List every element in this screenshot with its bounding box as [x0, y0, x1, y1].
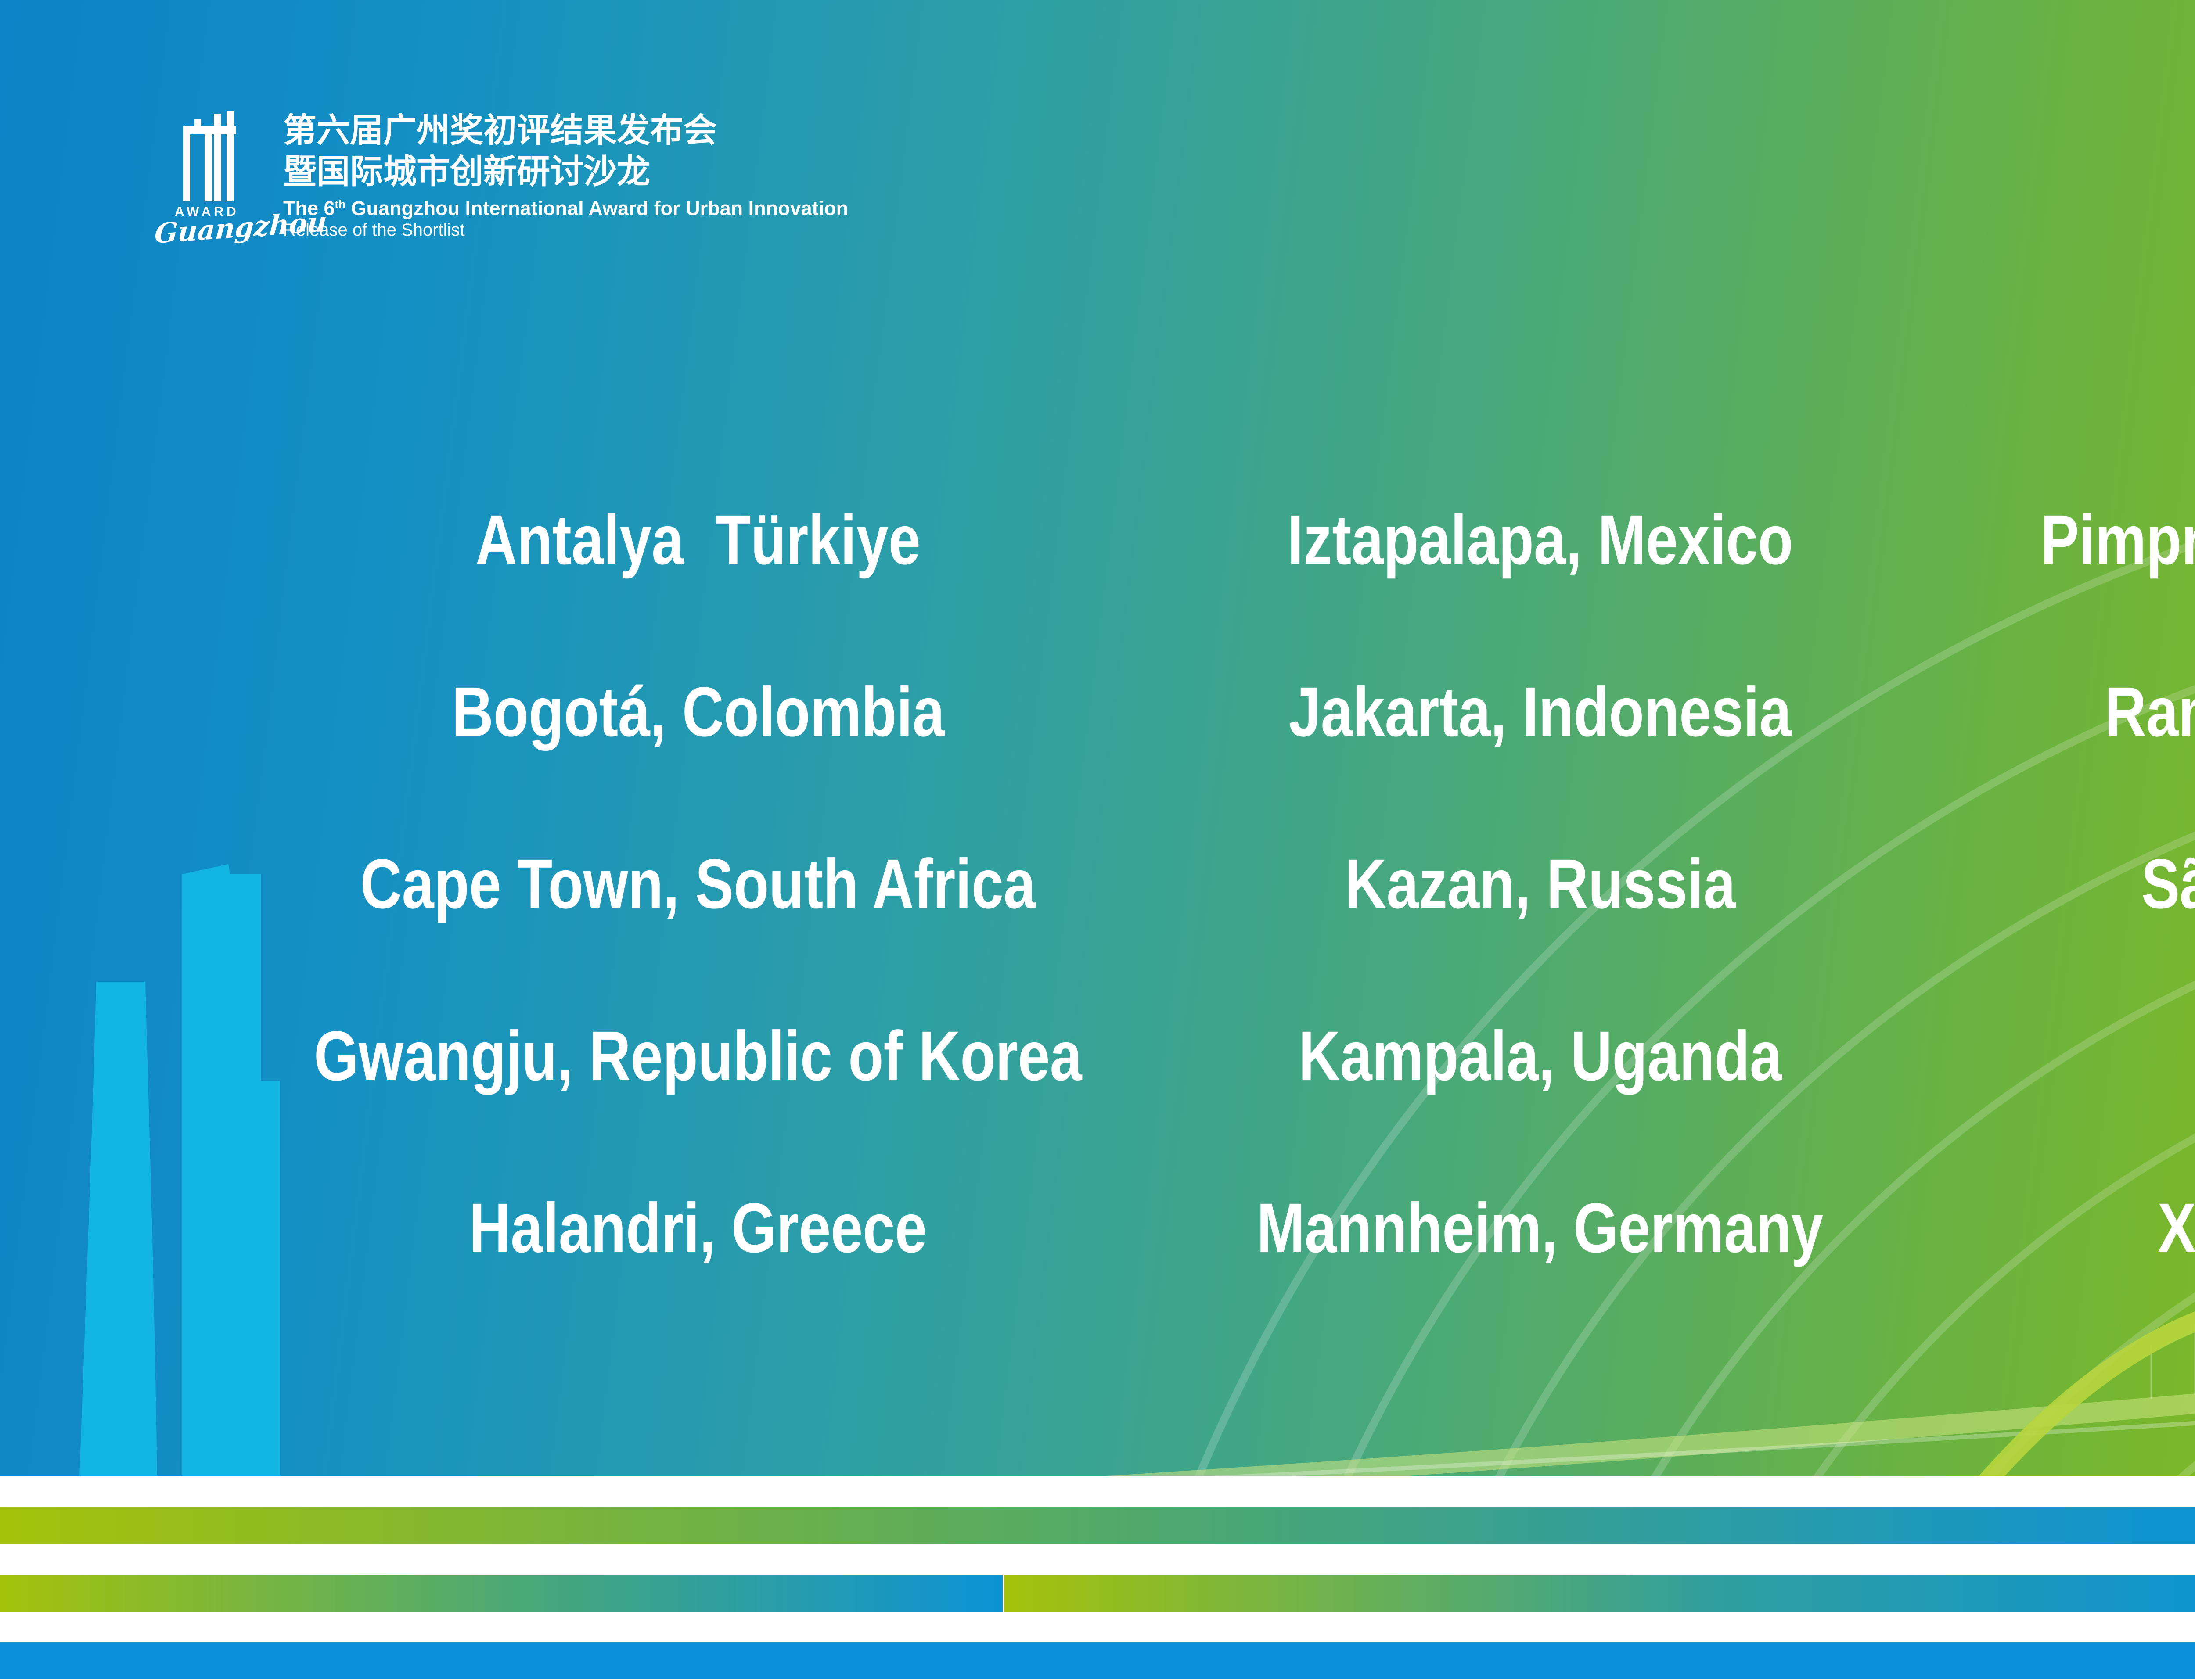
city-label: Mannheim, Germany [1256, 1188, 1824, 1267]
city-label: Xianning, China [2157, 1188, 2195, 1267]
city-column-2: Iztapalapa, Mexico Jakarta, Indonesia Ka… [1075, 454, 2005, 1314]
white-swoosh [1212, 1421, 2195, 1476]
subtitle-en: Release of the Shortlist [283, 220, 465, 240]
left-skyline [79, 864, 280, 1476]
main-canvas: AWARD Guangzhou 第六届广州奖初评结果发布会 暨国际城市创新研讨沙… [0, 0, 2195, 1476]
award-logo-mark [183, 111, 236, 201]
city-label: Iztapalapa, Mexico [1287, 500, 1793, 579]
tower-ledge [261, 1081, 280, 1476]
bridge-arch [1979, 1311, 2195, 1476]
title-en: The 6th Guangzhou International Award fo… [283, 198, 848, 218]
background-decor [79, 864, 2195, 1476]
city-label: Jakarta, Indonesia [1288, 672, 1792, 751]
title-en-suffix: Guangzhou International Award for Urban … [345, 197, 849, 219]
city-label: Pimpri Chinchwad, India [2040, 500, 2195, 579]
city-label: Antalya Türkiye [475, 500, 921, 579]
tapered-tower-silhouette [79, 982, 157, 1476]
stripe1-segment-a [0, 1507, 2195, 1544]
city-label: Kampala, Uganda [1298, 1016, 1782, 1095]
stripe3-segment-a [0, 1642, 2195, 1679]
city-column-1: Antalya Türkiye Bogotá, Colombia Cape To… [211, 454, 1185, 1314]
title-zh-line1: 第六届广州奖初评结果发布会 [283, 112, 717, 149]
city-label: Bogotá, Colombia [451, 672, 945, 751]
city-label: Ramallah, Palestine [2104, 672, 2195, 751]
award-logo-word: AWARD [175, 205, 239, 219]
city-label: São Paulo, Brazil [2141, 844, 2195, 923]
title-en-ordinal: th [335, 197, 346, 211]
city-label: Cape Town, South Africa [360, 844, 1036, 923]
title-zh-line2: 暨国际城市创新研讨沙龙 [283, 153, 650, 190]
title-en-prefix: The 6 [283, 197, 335, 219]
city-label: Kazan, Russia [1345, 844, 1735, 923]
city-label: Halandri, Greece [469, 1188, 927, 1267]
stripe2-segment-a [0, 1575, 1003, 1612]
bridge-deck [1106, 1393, 2195, 1476]
stripe2-segment-b [1004, 1575, 2195, 1612]
city-column-3: Pimpri Chinchwad, India Ramallah, Palest… [1910, 454, 2195, 1314]
city-label: Tehran, Iran [1910, 970, 2195, 1142]
city-label: Gwangju, Republic of Korea [314, 1016, 1082, 1095]
tower-silhouette [182, 864, 261, 1476]
